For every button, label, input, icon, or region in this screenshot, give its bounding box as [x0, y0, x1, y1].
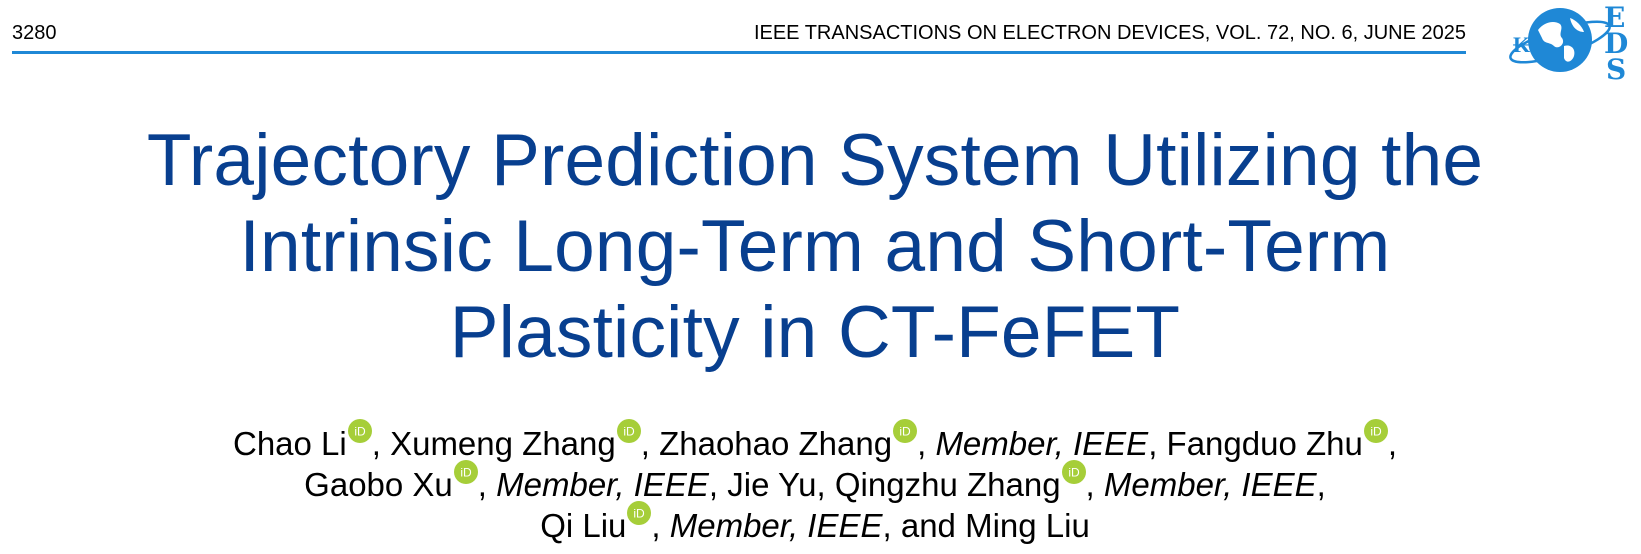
- title-line-1: Trajectory Prediction System Utilizing t…: [146, 120, 1484, 201]
- author-name: Chao Li: [232, 425, 347, 462]
- author-name: Ming Liu: [965, 507, 1090, 544]
- svg-text:iD: iD: [354, 425, 366, 439]
- title-line-3: Plasticity in CT-FeFET: [449, 292, 1181, 373]
- author-name: Fangduo Zhu: [1166, 425, 1363, 462]
- svg-text:iD: iD: [634, 507, 646, 521]
- orcid-icon[interactable]: iD: [347, 419, 372, 443]
- author-name: Jie Yu: [727, 466, 817, 503]
- author-membership: Member, IEEE: [1103, 466, 1317, 503]
- logo-letter-d: D: [1604, 27, 1628, 60]
- author-list: Chao Li iD, Xumeng Zhang iD, Zhaohao Zhang…: [120, 419, 1510, 546]
- svg-text:iD: iD: [1068, 466, 1080, 480]
- author-name: Qi Liu: [540, 507, 627, 544]
- orcid-icon[interactable]: iD: [1061, 460, 1086, 484]
- logo-letter-e: E: [1604, 1, 1625, 34]
- orcid-icon[interactable]: iD: [627, 501, 652, 525]
- svg-text:iD: iD: [623, 425, 635, 439]
- svg-text:₭: ₭: [1513, 32, 1530, 58]
- orcid-icon[interactable]: iD: [616, 419, 641, 443]
- svg-text:iD: iD: [460, 466, 472, 480]
- author-line-2: Gaobo Xu iD, Member, IEEE, Jie Yu, Qingzh…: [120, 460, 1510, 505]
- title-line-2: Intrinsic Long-Term and Short-Term: [239, 206, 1391, 287]
- author-conjunction: and: [900, 507, 956, 544]
- page-number: 3280: [12, 22, 57, 44]
- paper-title: Trajectory Prediction System Utilizing t…: [60, 118, 1570, 376]
- svg-text:iD: iD: [1370, 425, 1382, 439]
- author-name: Xumeng Zhang: [390, 425, 616, 462]
- orcid-icon[interactable]: iD: [1363, 419, 1388, 443]
- author-membership: Member, IEEE: [496, 466, 709, 503]
- logo-letter-s: S: [1606, 53, 1626, 86]
- eds-logo-icon: ₭ E D S: [1509, 1, 1628, 86]
- author-name: Gaobo Xu: [304, 466, 453, 503]
- running-header: 3280 IEEE TRANSACTIONS ON ELECTRON DEVIC…: [12, 18, 1466, 54]
- author-membership: Member, IEEE: [935, 425, 1149, 462]
- author-name: Zhaohao Zhang: [659, 425, 893, 462]
- orcid-icon[interactable]: iD: [893, 419, 918, 443]
- author-membership: Member, IEEE: [669, 507, 883, 544]
- author-line-3: Qi Liu iD, Member, IEEE, and Ming Liu: [120, 501, 1510, 546]
- orcid-icon[interactable]: iD: [453, 460, 478, 484]
- author-line-1: Chao Li iD, Xumeng Zhang iD, Zhaohao Zhang…: [120, 419, 1510, 464]
- journal-info: IEEE TRANSACTIONS ON ELECTRON DEVICES, V…: [753, 22, 1466, 44]
- author-name: Qingzhu Zhang: [834, 466, 1061, 503]
- header-rule: [12, 51, 1466, 54]
- svg-text:iD: iD: [899, 425, 911, 439]
